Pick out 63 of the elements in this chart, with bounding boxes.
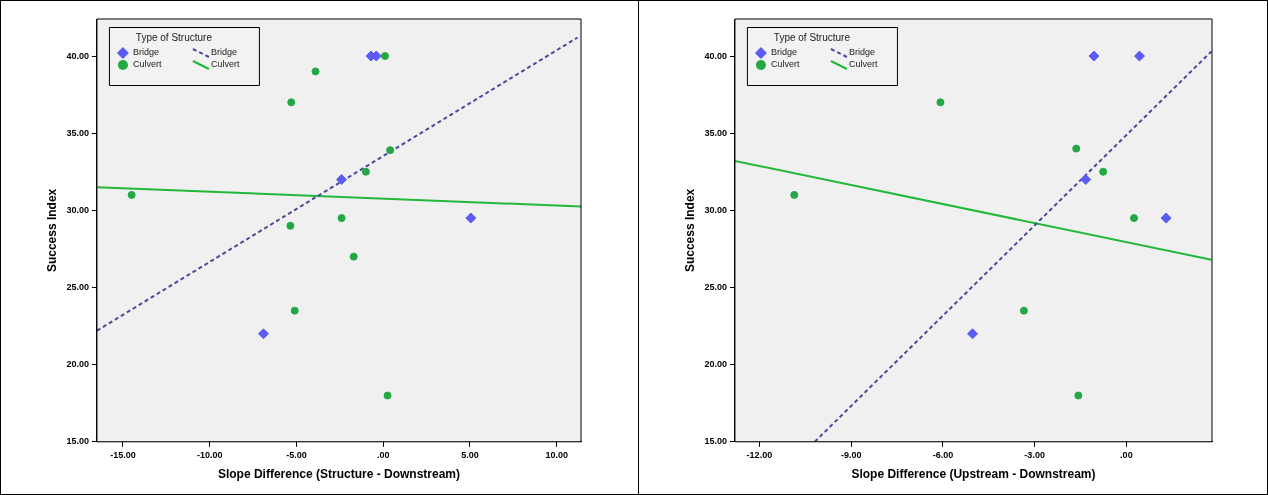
point: [380, 52, 389, 61]
legend-label: Culvert: [210, 59, 240, 70]
point: [383, 391, 392, 400]
y-axis-title: Success Index: [682, 188, 697, 273]
point: [287, 98, 296, 107]
x-tick-label: -6.00: [932, 449, 954, 460]
point: [1099, 167, 1108, 176]
x-tick-label: .00: [1120, 449, 1133, 460]
x-tick-label: 10.00: [545, 449, 568, 460]
point: [361, 167, 370, 176]
legend-title: Type of Structure: [135, 31, 213, 43]
x-tick-label: -12.00: [746, 449, 773, 460]
point: [1134, 50, 1146, 62]
legend-label: Bridge: [210, 47, 237, 58]
point: [290, 306, 299, 315]
point: [286, 221, 295, 230]
y-tick-label: 25.00: [704, 281, 727, 292]
y-tick-label: 30.00: [66, 204, 89, 215]
point: [337, 214, 346, 223]
legend-label: Culvert: [132, 59, 162, 70]
x-tick-label: 5.00: [461, 449, 479, 460]
x-tick-label: -15.00: [110, 449, 136, 460]
legend-label: Culvert: [770, 59, 800, 70]
legend-label: Bridge: [770, 47, 797, 58]
point: [349, 252, 358, 261]
point: [336, 173, 348, 185]
legend-label: Bridge: [132, 47, 159, 58]
y-tick-label: 15.00: [66, 436, 89, 447]
point: [1080, 173, 1092, 185]
x-tick-label: -10.00: [196, 449, 223, 460]
point: [1019, 306, 1028, 315]
point: [1130, 214, 1139, 223]
legend-label: Culvert: [848, 59, 878, 70]
y-tick-label: 15.00: [704, 436, 727, 447]
point: [127, 190, 136, 199]
point: [1088, 50, 1100, 62]
legend-title: Type of Structure: [773, 31, 851, 43]
y-tick-label: 20.00: [66, 359, 89, 370]
point: [257, 328, 269, 340]
y-axis-title: Success Index: [44, 188, 59, 273]
y-tick-label: 40.00: [704, 50, 727, 61]
x-tick-label: -9.00: [840, 449, 862, 460]
y-tick-label: 30.00: [704, 204, 727, 215]
x-tick-label: -5.00: [286, 449, 307, 460]
point: [1160, 212, 1172, 224]
x-axis-title: Slope Difference (Structure - Downstream): [217, 467, 460, 482]
point: [465, 212, 477, 224]
point: [790, 190, 799, 199]
point: [1072, 144, 1081, 153]
point: [967, 328, 979, 340]
point: [386, 146, 395, 155]
point: [936, 98, 945, 107]
x-tick-label: -3.00: [1024, 449, 1045, 460]
y-tick-label: 20.00: [704, 359, 727, 370]
point: [311, 67, 320, 76]
y-tick-label: 40.00: [66, 50, 89, 61]
y-tick-label: 35.00: [66, 127, 89, 138]
legend-label: Bridge: [848, 47, 875, 58]
y-tick-label: 25.00: [66, 281, 89, 292]
point: [1074, 391, 1083, 400]
x-axis-title: Slope Difference (Upstream - Downstream): [851, 467, 1096, 482]
x-tick-label: .00: [376, 449, 390, 460]
y-tick-label: 35.00: [704, 127, 727, 138]
